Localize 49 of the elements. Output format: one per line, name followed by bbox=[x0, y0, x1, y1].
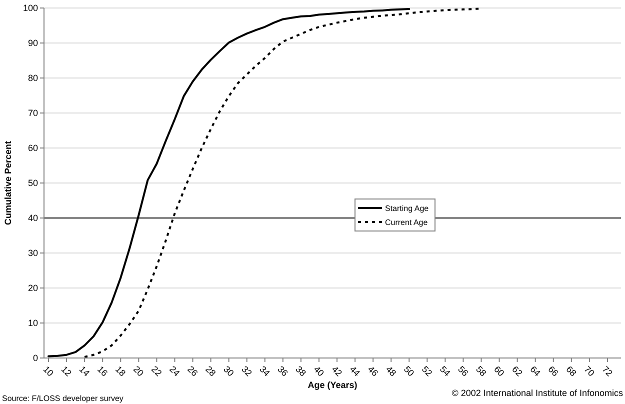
x-tick-label: 70 bbox=[582, 364, 596, 378]
x-tick-label: 64 bbox=[528, 364, 542, 378]
y-tick-label: 10 bbox=[28, 318, 38, 328]
x-tick-label: 62 bbox=[510, 364, 524, 378]
x-tick-label: 42 bbox=[330, 364, 344, 378]
x-tick-label: 66 bbox=[546, 364, 560, 378]
x-tick-label: 22 bbox=[150, 364, 164, 378]
x-tick-label: 46 bbox=[366, 364, 380, 378]
source-note: Source: F/LOSS developer survey bbox=[2, 394, 124, 403]
x-tick-label: 48 bbox=[384, 364, 398, 378]
x-tick-label: 10 bbox=[41, 364, 56, 378]
y-tick-label: 0 bbox=[32, 353, 38, 364]
legend-label: Current Age bbox=[385, 218, 428, 227]
y-tick-label: 40 bbox=[28, 213, 38, 224]
x-tick-label: 44 bbox=[348, 364, 362, 378]
x-tick-label: 34 bbox=[258, 364, 272, 378]
x-tick-label: 40 bbox=[312, 364, 326, 378]
x-tick-label: 58 bbox=[474, 364, 488, 378]
y-tick-label: 50 bbox=[28, 178, 38, 188]
x-tick-label: 32 bbox=[240, 364, 254, 378]
legend-label: Starting Age bbox=[385, 204, 430, 213]
x-tick-label: 72 bbox=[600, 364, 614, 378]
y-tick-label: 30 bbox=[28, 248, 38, 258]
x-tick-label: 60 bbox=[492, 364, 506, 378]
x-tick-label: 30 bbox=[222, 364, 236, 378]
y-axis-title: Cumulative Percent bbox=[3, 140, 13, 226]
x-tick-label: 68 bbox=[564, 364, 578, 378]
y-tick-label: 90 bbox=[28, 38, 38, 48]
x-axis-title: Age (Years) bbox=[308, 380, 358, 390]
y-tick-label: 70 bbox=[28, 108, 38, 118]
x-tick-label: 56 bbox=[456, 364, 470, 378]
x-tick-label: 20 bbox=[131, 364, 146, 378]
x-tick-label: 24 bbox=[168, 364, 182, 378]
x-tick-label: 28 bbox=[204, 364, 218, 378]
x-tick-label: 50 bbox=[402, 364, 416, 378]
x-tick-label: 16 bbox=[95, 364, 110, 378]
y-tick-label: 100 bbox=[22, 3, 38, 14]
y-tick-label: 60 bbox=[28, 143, 38, 154]
text: © 2002 International Institute of Infonomics bbox=[452, 388, 624, 398]
x-tick-label: 18 bbox=[113, 364, 128, 378]
x-tick-label: 12 bbox=[59, 364, 74, 378]
x-tick-label: 36 bbox=[276, 364, 290, 378]
y-tick-label: 20 bbox=[28, 283, 38, 294]
x-tick-label: 52 bbox=[420, 364, 434, 378]
x-tick-label: 14 bbox=[77, 364, 92, 378]
x-tick-label: 26 bbox=[186, 364, 200, 378]
x-tick-label: 54 bbox=[438, 364, 452, 378]
y-tick-label: 80 bbox=[28, 73, 38, 84]
x-tick-label: 38 bbox=[294, 364, 308, 378]
